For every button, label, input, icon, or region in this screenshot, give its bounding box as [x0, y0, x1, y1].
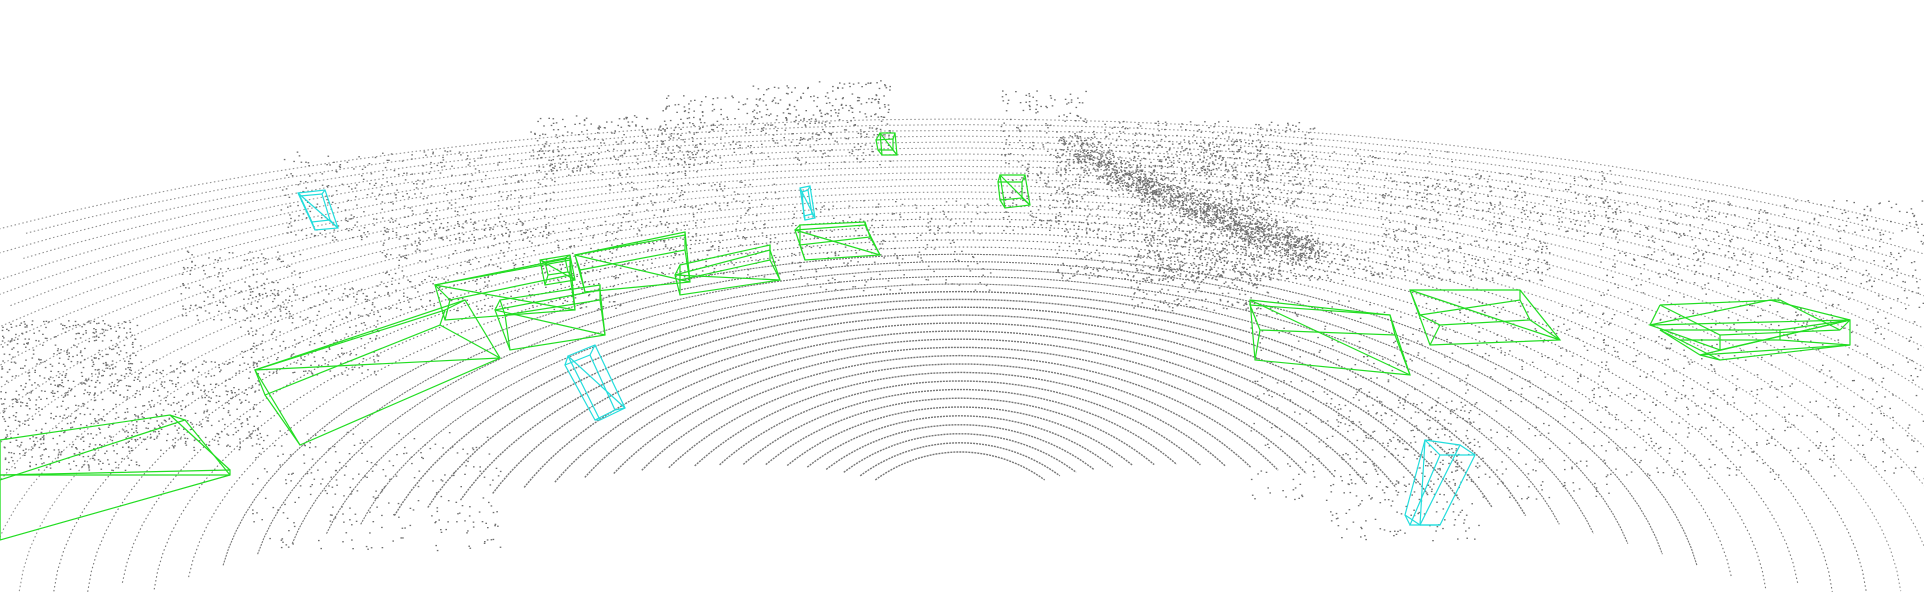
car-box: [674, 244, 781, 296]
scan-ring: [393, 290, 1527, 516]
car-box: [1409, 289, 1562, 346]
scan-ring: [188, 246, 1732, 578]
scan-ring: [668, 363, 1252, 469]
scan-ring: [874, 451, 1046, 481]
scan-ring: [742, 388, 1178, 465]
scan-ring: [0, 165, 1924, 348]
scan-ring: [786, 406, 1134, 467]
scattered-points: [0, 80, 1924, 552]
scan-ring: [0, 172, 1924, 369]
scan-ring: [0, 141, 1921, 281]
scan-ring: [0, 118, 1922, 230]
car-box: [875, 132, 898, 156]
scan-ring: [87, 225, 1833, 592]
car-box: [794, 221, 881, 261]
scan-ring: [492, 314, 1428, 494]
car-box: [0, 414, 231, 541]
scan-ring: [291, 268, 1629, 544]
scan-ring: [459, 306, 1461, 501]
car-box: [1249, 299, 1411, 376]
car-box: [539, 254, 576, 286]
scan-ring: [584, 338, 1336, 478]
scan-ring: [257, 261, 1663, 555]
scan-ring: [859, 442, 1061, 477]
ground-scan-rings: [0, 118, 1924, 592]
pedestrian-box: [1404, 439, 1476, 526]
pedestrian-box: [297, 189, 339, 231]
scan-ring: [0, 204, 1924, 548]
scan-ring: [806, 415, 1114, 468]
scan-ring: [719, 380, 1201, 466]
scan-ring: [843, 433, 1077, 473]
scan-ring: [222, 253, 1698, 566]
scan-ring: [0, 178, 1924, 391]
scan-ring: [53, 218, 1867, 592]
scan-ring: [613, 346, 1307, 474]
scan-ring: [0, 191, 1924, 448]
scan-ring: [427, 298, 1493, 508]
scan-ring: [23, 135, 1897, 259]
scan-ring: [0, 159, 1923, 329]
scan-ring: [326, 275, 1594, 534]
scan-ring: [10, 153, 1910, 307]
scan-ring: [0, 147, 1924, 297]
car-box: [1659, 319, 1851, 361]
car-box: [433, 257, 576, 321]
scan-ring: [765, 397, 1155, 466]
scan-ring: [825, 424, 1095, 470]
bounding-boxes: [0, 132, 1851, 541]
scan-ring: [18, 211, 1902, 592]
scan-ring: [0, 198, 1924, 487]
pedestrian-box: [799, 185, 816, 221]
scan-ring: [641, 354, 1279, 471]
scan-ring: [360, 283, 1560, 525]
scan-ring: [0, 184, 1924, 417]
car-box: [997, 174, 1031, 209]
scan-ring: [554, 330, 1366, 483]
car-box: [494, 284, 606, 351]
pedestrian-box: [564, 344, 626, 421]
car-box: [254, 299, 501, 446]
car-box: [574, 231, 691, 293]
scan-ring: [523, 322, 1397, 488]
